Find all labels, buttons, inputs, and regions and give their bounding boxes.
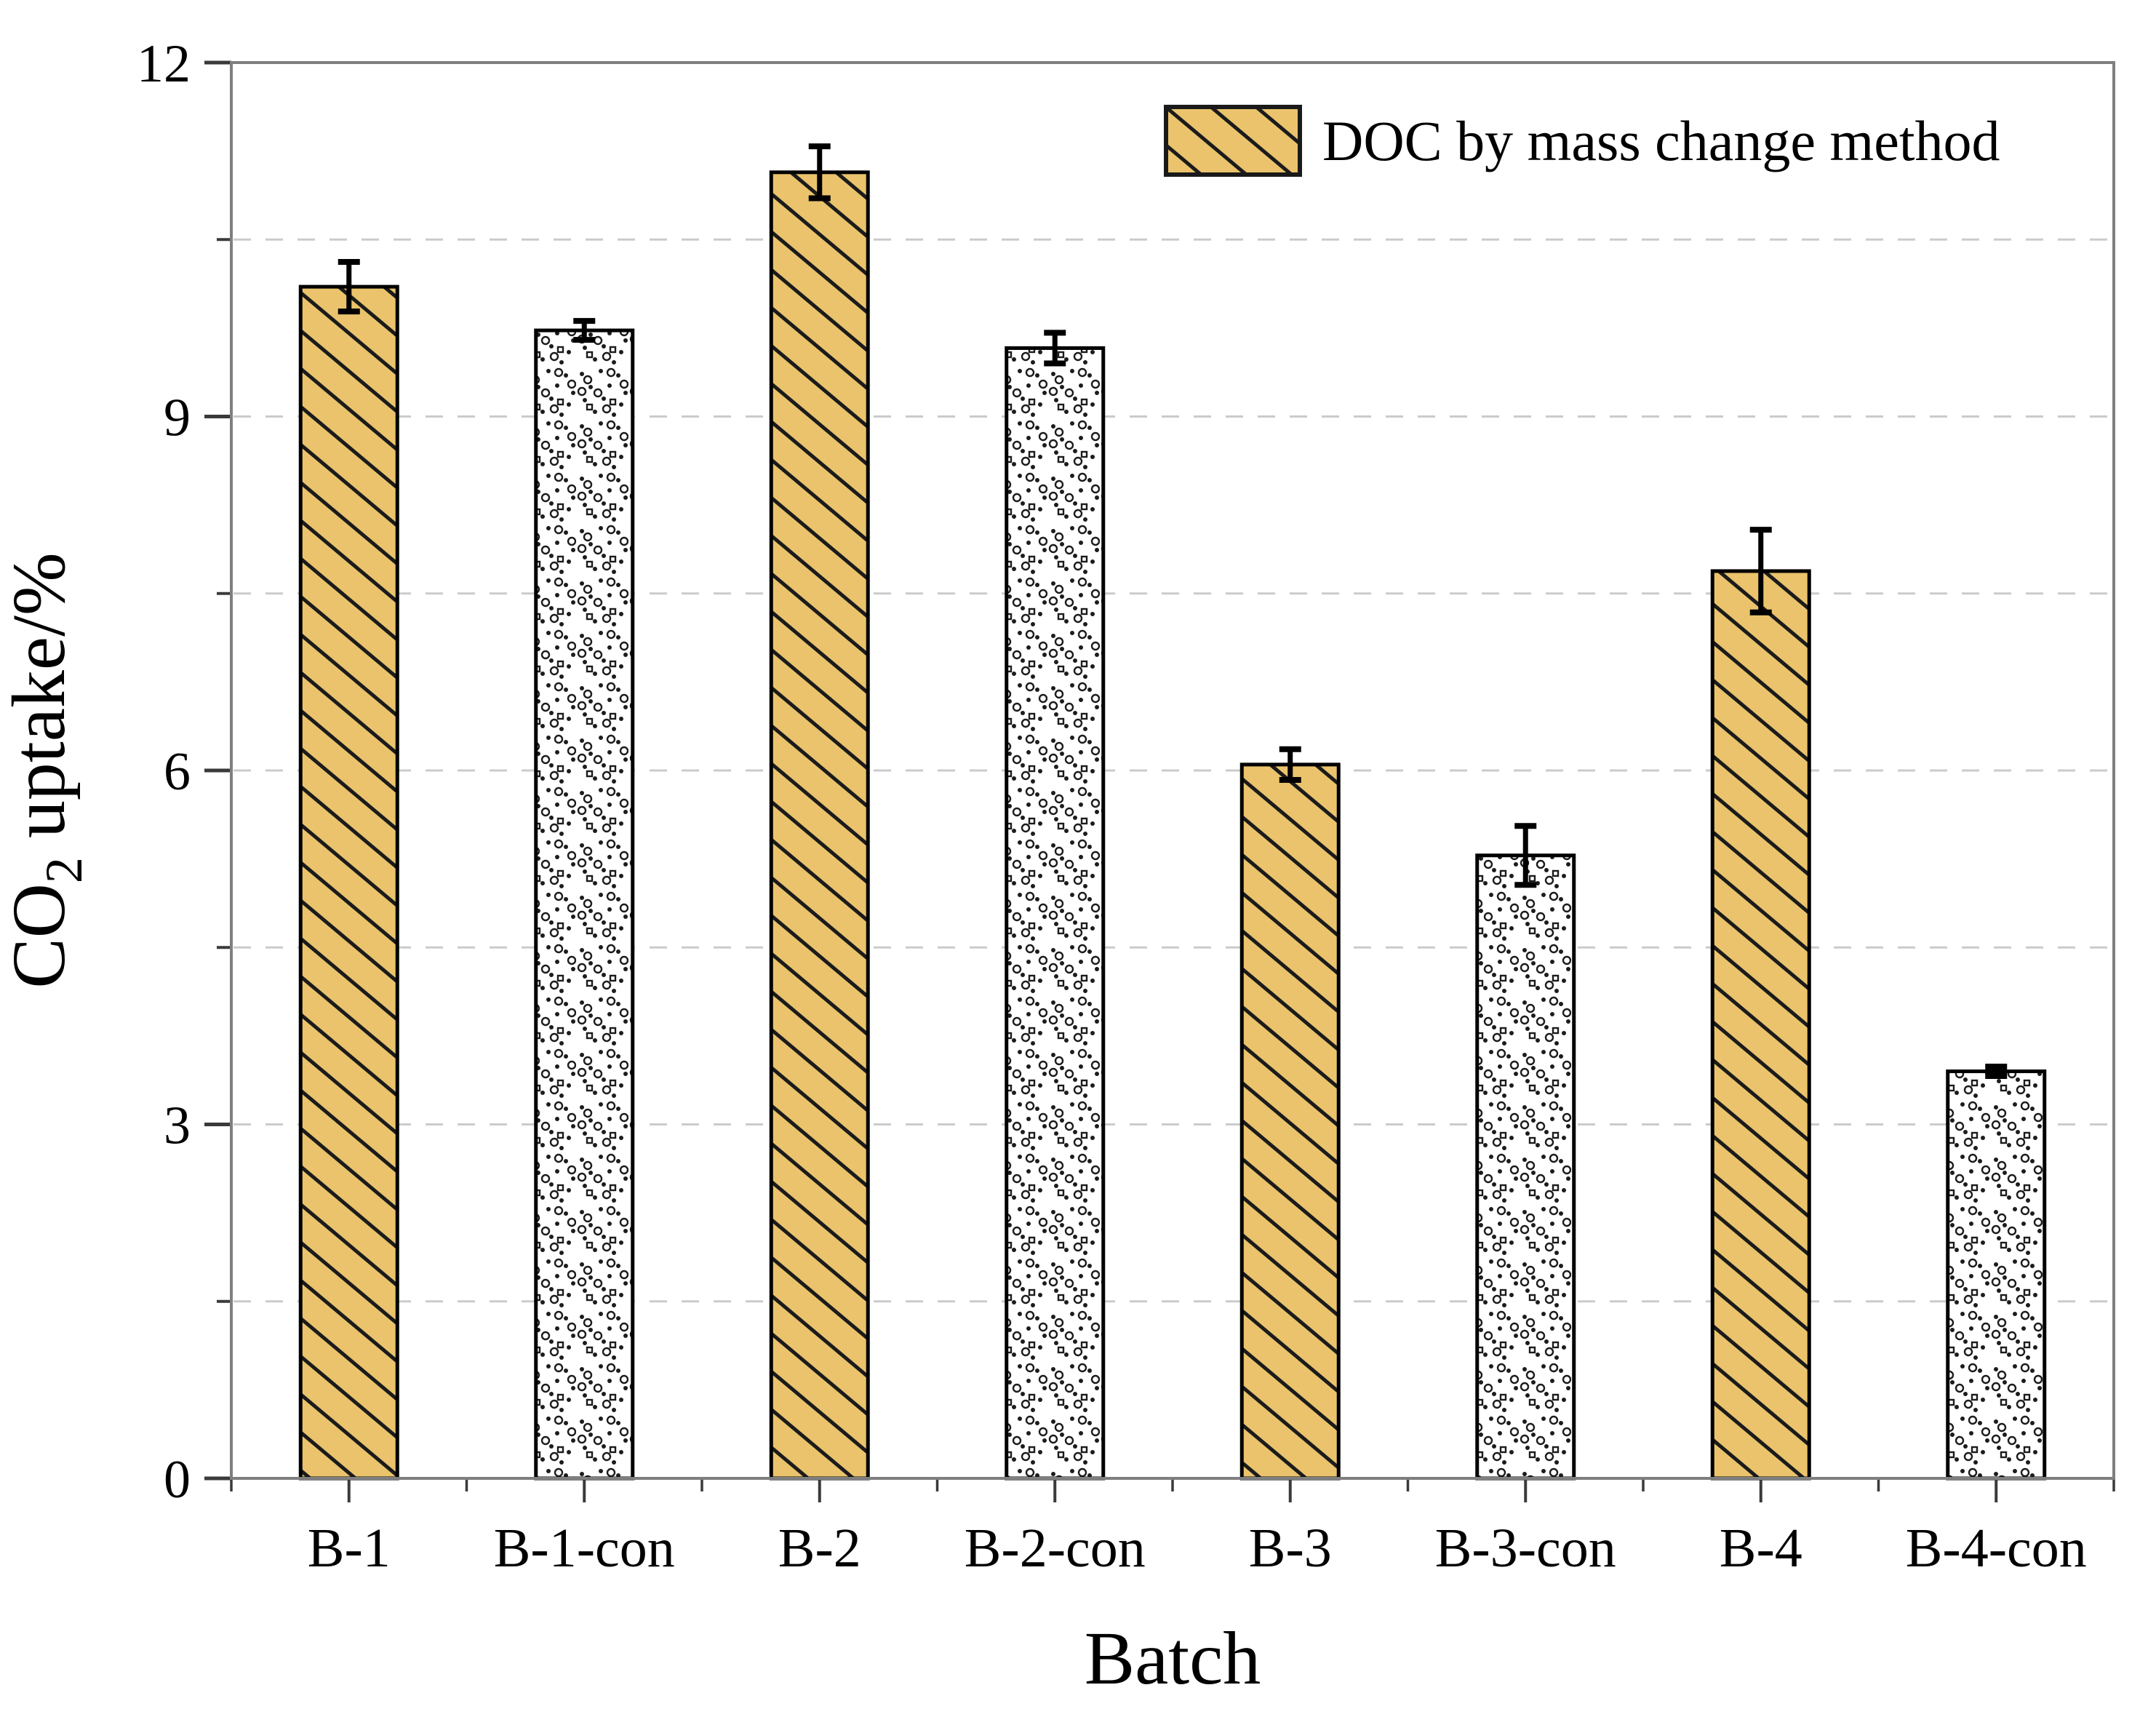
bar-B-2	[769, 170, 870, 1481]
bar-B-1-con	[534, 328, 635, 1481]
legend-label: DOC by mass change method	[1322, 109, 2000, 172]
bar-B-4-con	[1946, 1069, 2047, 1481]
x-tick-label-B-4: B-4	[1720, 1518, 1802, 1579]
y-tick-label-3: 3	[164, 1096, 191, 1156]
bar-B-3-con	[1475, 853, 1576, 1481]
y-axis-title-subscript: 2	[35, 857, 93, 883]
x-axis-title: Batch	[1085, 1617, 1261, 1700]
x-tick-label-B-1: B-1	[308, 1518, 391, 1579]
bar-B-3	[1239, 762, 1341, 1481]
legend-swatch-hatch	[1164, 105, 1302, 177]
x-tick-label-B-3: B-3	[1249, 1518, 1332, 1579]
bar-B-2-con	[1005, 346, 1106, 1481]
x-tick-label-B-4-con: B-4-con	[1906, 1518, 2087, 1579]
x-tick-label-B-2-con: B-2-con	[965, 1518, 1146, 1579]
plot-frame	[230, 61, 2115, 1480]
axes	[204, 60, 2115, 1502]
y-tick-label-0: 0	[164, 1450, 191, 1510]
x-tick-label-B-1-con: B-1-con	[494, 1518, 675, 1579]
y-tick-label-12: 12	[137, 34, 191, 94]
y-axis-title: CO2 uptake/%	[0, 552, 93, 988]
bar-B-4	[1710, 569, 1811, 1481]
x-tick-label-B-3-con: B-3-con	[1435, 1518, 1616, 1579]
y-axis-title-rest: uptake/%	[0, 552, 81, 857]
legend: DOC by mass change method	[1164, 105, 2000, 177]
y-axis-title-main: CO	[0, 883, 81, 988]
x-tick-label-B-2: B-2	[778, 1518, 861, 1579]
y-tick-label-9: 9	[164, 389, 191, 448]
gridlines	[233, 238, 2112, 1303]
tick-labels: B-1 B-1-con B-2 B-2-con B-3 B-3-con B-4 B-4-con…	[137, 34, 2087, 1579]
bars	[298, 143, 2047, 1481]
bar-B-1	[298, 284, 399, 1481]
y-tick-label-6: 6	[164, 742, 191, 802]
